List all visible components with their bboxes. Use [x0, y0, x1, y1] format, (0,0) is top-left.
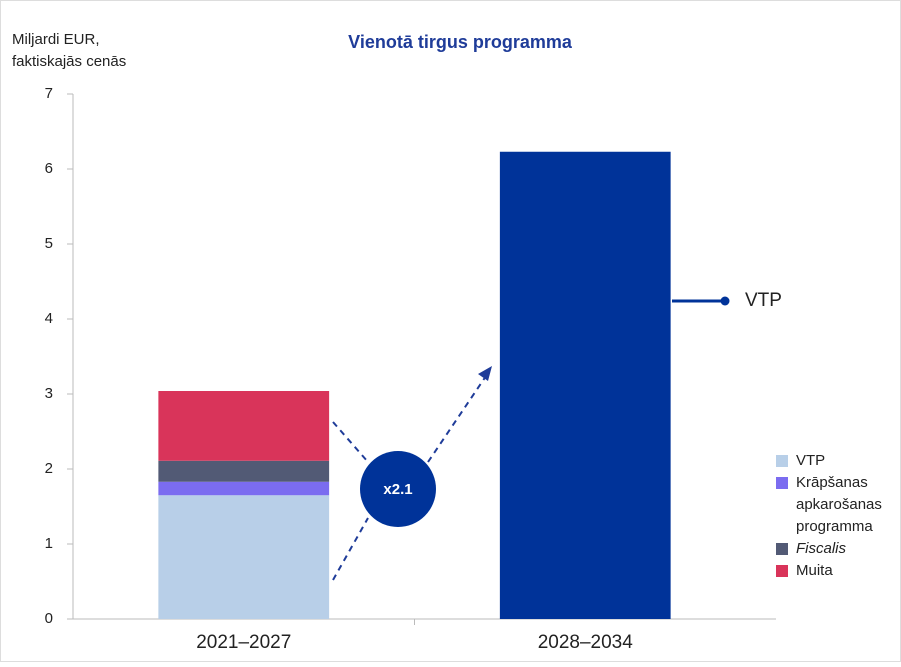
y-axis-label: faktiskajās cenās	[12, 53, 126, 70]
legend-item: VTP	[776, 450, 901, 472]
arrow	[427, 375, 487, 463]
legend-label: VTP	[796, 452, 826, 469]
legend-label: Krāpšanas apkarošanas programma	[796, 474, 882, 535]
multiplier-circle	[360, 451, 436, 527]
arrow	[332, 421, 369, 463]
y-tick-label: 3	[45, 385, 53, 402]
annotation: x2.1	[383, 481, 412, 498]
y-tick-label: 5	[45, 235, 53, 252]
plot: 0 1 2 3 4 5 6 7 2021–2027 2028–2034 x2.1 VTP	[45, 85, 782, 653]
legend-swatch	[776, 565, 788, 577]
legend: VTP Krāpšanas apkarošanas programma Fiscal…	[776, 450, 901, 582]
y-tick-label: 1	[45, 535, 53, 552]
bar-segment	[158, 391, 330, 461]
legend-swatch	[776, 477, 788, 489]
legend-swatch	[776, 455, 788, 467]
x-tick-label: 2021–2027	[196, 632, 291, 653]
legend-item: Fiscalis	[776, 538, 901, 560]
y-axis-label: Miljardi EUR,	[12, 31, 100, 48]
legend-item: Krāpšanas apkarošanas programma	[776, 472, 901, 538]
y-tick-label: 7	[45, 85, 53, 102]
arrow	[332, 517, 369, 581]
y-tick-label: 0	[45, 610, 53, 627]
x-tick-label: 2028–2034	[538, 632, 634, 653]
legend-label: Fiscalis	[796, 540, 847, 557]
legend-label: Muita	[796, 562, 833, 579]
y-tick-label: 4	[45, 310, 53, 327]
arrow-head	[478, 366, 492, 381]
legend-swatch	[776, 543, 788, 555]
chart-title: Vienotā tirgus programma	[348, 32, 573, 52]
bar-segment	[158, 481, 330, 496]
y-tick-label: 6	[45, 160, 53, 177]
bar-segment	[158, 460, 330, 482]
bar-segment	[499, 151, 671, 619]
label-dot	[720, 296, 730, 306]
legend-item: Muita	[776, 560, 901, 582]
bar-segment	[158, 495, 330, 619]
y-tick-label: 2	[45, 460, 53, 477]
series-label: VTP	[745, 290, 782, 311]
